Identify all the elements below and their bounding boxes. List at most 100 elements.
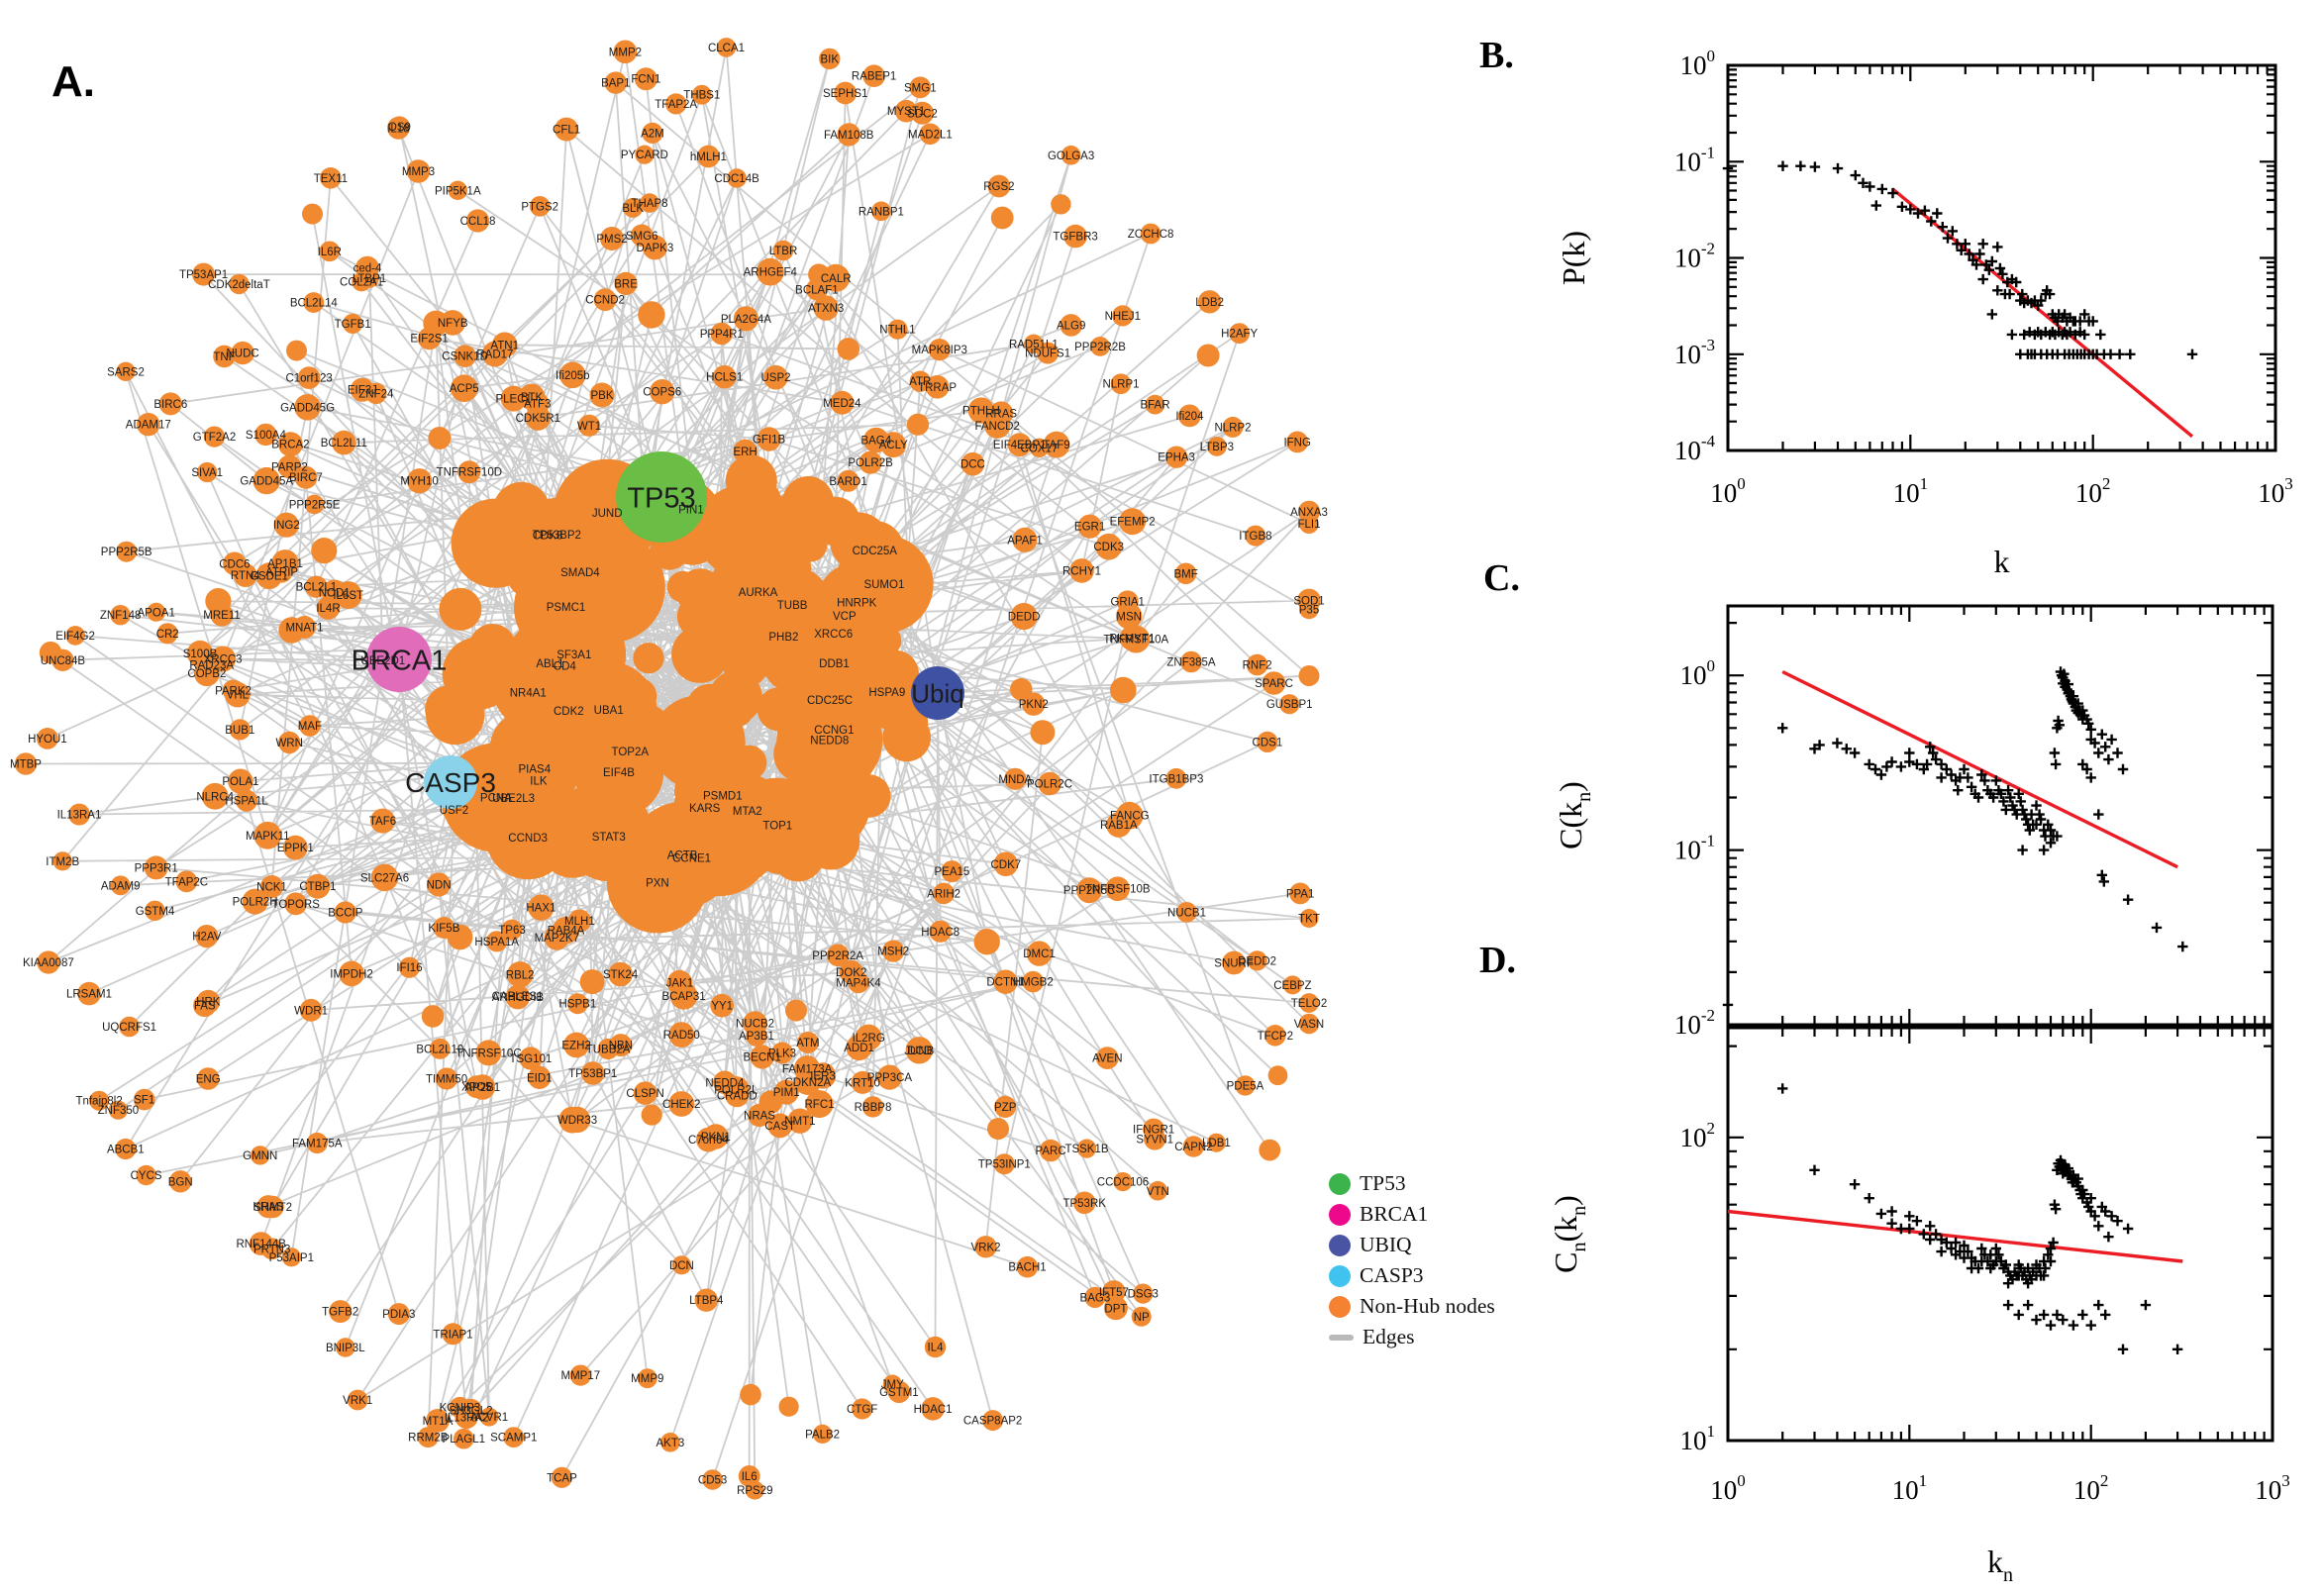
legend-label: Non-Hub nodes (1360, 1294, 1495, 1318)
svg-text:CASP8AP2: CASP8AP2 (963, 1416, 1022, 1428)
svg-text:RAD23A: RAD23A (189, 660, 234, 672)
svg-text:SMG1: SMG1 (904, 82, 937, 94)
x-axis-title: k (1994, 544, 2010, 579)
svg-text:PIP5K1A: PIP5K1A (435, 185, 481, 197)
svg-text:COX17: COX17 (1021, 443, 1059, 454)
hub-node-brca1 (366, 627, 432, 692)
svg-text:PPP2R5E: PPP2R5E (289, 499, 341, 511)
svg-text:RTN4: RTN4 (231, 570, 260, 582)
svg-text:EIF2S1: EIF2S1 (410, 334, 448, 346)
svg-text:MT1A: MT1A (423, 1416, 454, 1428)
svg-text:PSMC1: PSMC1 (547, 602, 586, 614)
svg-text:ZCCHC8: ZCCHC8 (1128, 229, 1174, 241)
svg-text:BECN1: BECN1 (744, 1052, 781, 1064)
svg-text:10-4: 10-4 (1674, 432, 1716, 465)
svg-text:XRCC3: XRCC3 (204, 654, 243, 666)
network-legend: TP53 BRCA1 UBIQ CASP3 Non-Hub nodes Edges (1329, 1168, 1495, 1352)
svg-text:LTBP3: LTBP3 (1200, 442, 1234, 453)
svg-text:101: 101 (1892, 1471, 1928, 1505)
svg-text:CEBPZ: CEBPZ (1273, 980, 1311, 992)
svg-text:PPP3R1: PPP3R1 (135, 862, 178, 874)
svg-text:ANXA3: ANXA3 (1290, 507, 1328, 519)
svg-text:THAP8: THAP8 (631, 198, 667, 210)
svg-text:FLI1: FLI1 (1297, 519, 1320, 531)
svg-text:CDC25C: CDC25C (807, 695, 853, 707)
svg-text:ATM: ATM (796, 1038, 819, 1049)
legend-label: BRCA1 (1360, 1202, 1429, 1226)
svg-text:UBA1: UBA1 (594, 705, 624, 717)
svg-text:ZNF350: ZNF350 (98, 1105, 140, 1117)
svg-text:JUND: JUND (592, 508, 623, 520)
svg-text:MAP2K7: MAP2K7 (535, 933, 579, 945)
svg-text:MNDA: MNDA (998, 774, 1032, 786)
svg-text:TUBB: TUBB (777, 600, 808, 612)
svg-text:POLA1: POLA1 (222, 776, 258, 788)
non-hub-nodes (14, 38, 1321, 1500)
svg-text:CD53: CD53 (698, 1475, 727, 1487)
legend-item-ubiq: UBIQ (1329, 1230, 1495, 1260)
svg-text:HSPB1: HSPB1 (559, 999, 597, 1011)
svg-text:CR2: CR2 (156, 629, 179, 641)
svg-text:SIVA1: SIVA1 (191, 467, 223, 479)
svg-text:TSSK1B: TSSK1B (1064, 1144, 1108, 1155)
svg-text:TIMM50: TIMM50 (426, 1074, 467, 1086)
svg-text:CLSPN: CLSPN (626, 1088, 663, 1100)
svg-text:ABL1: ABL1 (536, 658, 563, 670)
svg-text:TCAP: TCAP (547, 1472, 577, 1484)
svg-text:BARD1: BARD1 (829, 476, 866, 488)
svg-text:RPS29: RPS29 (737, 1485, 772, 1497)
svg-text:TNFRSF10D: TNFRSF10D (437, 467, 502, 479)
svg-text:MTA2: MTA2 (733, 806, 762, 818)
svg-text:Ifi205b: Ifi205b (556, 370, 590, 382)
svg-text:STK24: STK24 (603, 969, 639, 981)
svg-text:HCLS1: HCLS1 (706, 372, 743, 384)
svg-text:PPP2R5B: PPP2R5B (101, 547, 152, 558)
svg-text:KIF5B: KIF5B (428, 923, 459, 935)
svg-text:PKMYT1: PKMYT1 (1109, 634, 1155, 646)
svg-text:APOA1: APOA1 (138, 607, 175, 619)
svg-text:CDK2: CDK2 (554, 706, 584, 718)
svg-text:NBN: NBN (609, 1041, 633, 1052)
svg-text:PLA2G4A: PLA2G4A (721, 314, 771, 326)
svg-text:PKN1: PKN1 (701, 1132, 731, 1144)
svg-text:TRRAP: TRRAP (918, 382, 957, 394)
axis-labels: 100 101 102 103 102 101 kn Cn(kn) (1548, 1119, 2290, 1586)
svg-text:S100B: S100B (183, 648, 218, 660)
svg-text:CDC25A: CDC25A (853, 546, 898, 557)
svg-text:ITM2B: ITM2B (46, 856, 79, 868)
svg-text:CAST: CAST (764, 1121, 795, 1133)
svg-text:ARHGEF4: ARHGEF4 (744, 267, 798, 279)
svg-text:MAD2L1: MAD2L1 (908, 129, 953, 141)
svg-text:CDK5R1: CDK5R1 (516, 413, 560, 425)
svg-text:DOK2: DOK2 (836, 967, 866, 979)
svg-text:HSPA1A: HSPA1A (474, 937, 519, 948)
svg-text:AKT3: AKT3 (656, 1438, 685, 1449)
legend-label: CASP3 (1360, 1263, 1424, 1287)
svg-text:TNF: TNF (213, 351, 235, 363)
svg-text:CDC14B: CDC14B (714, 173, 759, 185)
svg-text:PYCARD: PYCARD (621, 150, 668, 161)
svg-text:NRAS: NRAS (744, 1111, 775, 1123)
svg-text:H2AV: H2AV (192, 932, 222, 944)
svg-text:NOD1: NOD1 (319, 587, 351, 599)
svg-text:GFI1B: GFI1B (753, 435, 786, 447)
svg-text:103: 103 (2258, 474, 2293, 508)
svg-text:PLK3: PLK3 (768, 1048, 796, 1060)
svg-text:TKT: TKT (1298, 914, 1320, 926)
svg-text:HSPA1L: HSPA1L (225, 796, 268, 808)
svg-text:102: 102 (2073, 1471, 2109, 1505)
svg-text:ZNF385A: ZNF385A (1166, 657, 1216, 669)
hub-node-casp3 (424, 755, 477, 809)
svg-text:TP53BP2: TP53BP2 (533, 530, 581, 542)
svg-text:GRIA1: GRIA1 (1110, 596, 1145, 608)
node-swatch-icon (1329, 1203, 1351, 1226)
svg-text:NCK1: NCK1 (256, 882, 287, 894)
panel-c-label: C. (1483, 557, 1520, 599)
svg-text:NP: NP (1134, 1312, 1150, 1324)
svg-text:PSMD1: PSMD1 (703, 791, 743, 803)
svg-text:PPP2R5C: PPP2R5C (1063, 885, 1115, 897)
svg-text:MAPK11: MAPK11 (246, 831, 290, 843)
svg-text:TNFRSF10A: TNFRSF10A (1103, 635, 1168, 647)
svg-text:AVEN: AVEN (1092, 1053, 1122, 1065)
svg-text:P53AIP1: P53AIP1 (269, 1252, 314, 1264)
